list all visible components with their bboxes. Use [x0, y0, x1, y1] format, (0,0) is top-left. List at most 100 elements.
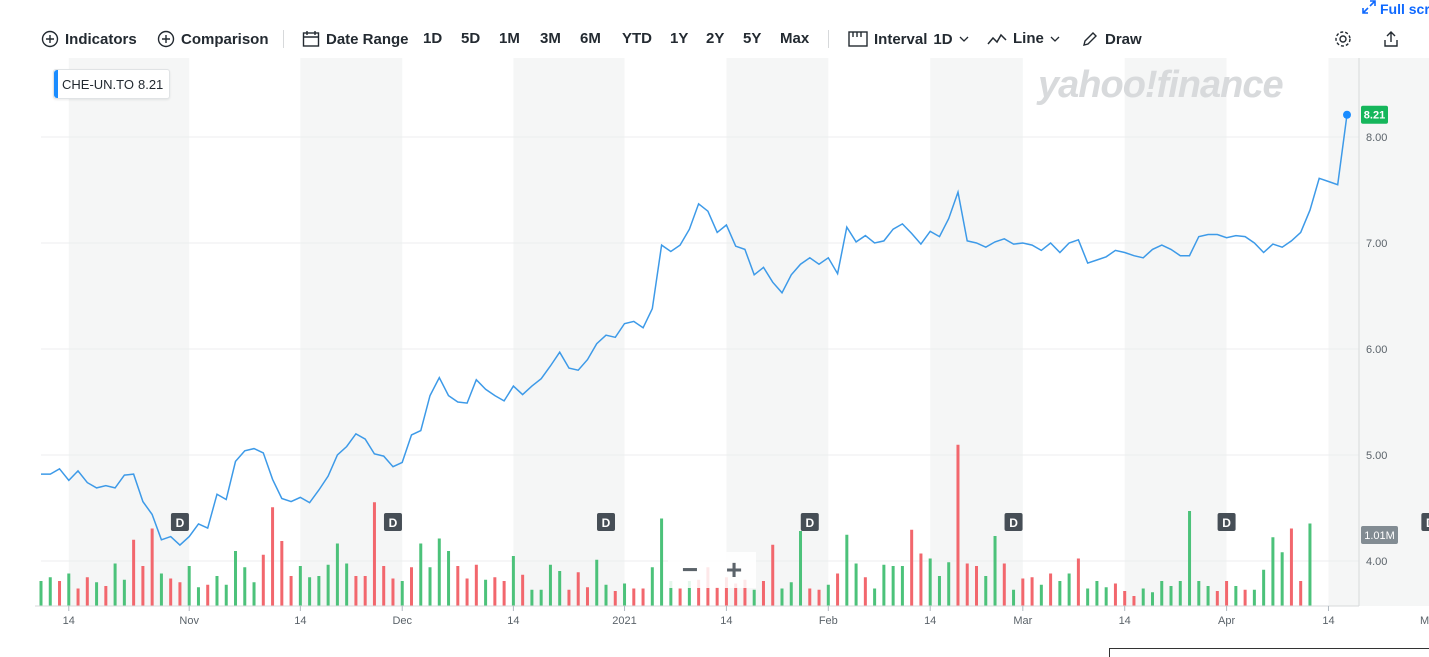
- volume-bar: [280, 541, 284, 606]
- zoom-in-button[interactable]: +: [725, 554, 743, 585]
- dividend-marker-label: D: [805, 516, 814, 530]
- zoom-out-button[interactable]: −: [681, 554, 699, 585]
- volume-bar: [1021, 578, 1025, 606]
- range-2y[interactable]: 2Y: [706, 30, 725, 47]
- volume-bar: [234, 551, 238, 606]
- volume-bar: [678, 588, 682, 606]
- range-1d[interactable]: 1D: [423, 30, 443, 47]
- x-tick-label: Nov: [179, 615, 199, 627]
- indicators-button[interactable]: Indicators: [41, 30, 137, 48]
- volume-bar: [1113, 583, 1117, 606]
- chart-type-button[interactable]: Line: [987, 30, 1060, 47]
- interval-button[interactable]: Interval 1D: [848, 30, 969, 48]
- range-6m[interactable]: 6M: [580, 30, 601, 47]
- volume-bar: [456, 566, 460, 606]
- volume-bar: [956, 444, 960, 606]
- volume-bar: [1280, 552, 1284, 606]
- volume-bar: [595, 559, 599, 606]
- volume-bar: [743, 579, 747, 606]
- volume-bar: [178, 582, 182, 606]
- range-5y[interactable]: 5Y: [743, 30, 762, 47]
- volume-bar: [937, 576, 941, 606]
- volume-bar: [1067, 573, 1071, 606]
- comparison-button[interactable]: Comparison: [157, 30, 269, 48]
- dividend-marker: [1004, 513, 1023, 531]
- volume-bar: [1234, 586, 1238, 606]
- volume-bar: [308, 577, 312, 606]
- volume-bar: [447, 551, 451, 606]
- gear-icon: [1334, 30, 1352, 48]
- volume-bar: [1123, 591, 1127, 606]
- volume-bar: [215, 576, 219, 606]
- range-1y[interactable]: 1Y: [670, 30, 689, 47]
- volume-bar: [409, 567, 413, 606]
- volume-bar: [1262, 569, 1266, 606]
- dividend-marker: [800, 513, 819, 531]
- volume-bar: [345, 563, 349, 606]
- range-5d[interactable]: 5D: [461, 30, 481, 47]
- volume-bar: [641, 588, 645, 606]
- volume-bar: [845, 534, 849, 606]
- range-max[interactable]: Max: [780, 30, 810, 47]
- x-tick-label: Apr: [1218, 615, 1235, 627]
- volume-bar: [400, 581, 404, 606]
- bar-interval-icon: [848, 30, 868, 48]
- volume-bar: [789, 582, 793, 606]
- settings-button[interactable]: [1334, 30, 1352, 48]
- dividend-marker-label: D: [1222, 516, 1231, 530]
- ad-container: [1109, 648, 1429, 657]
- quote-tag[interactable]: CHE-UN.TO 8.21: [53, 69, 171, 99]
- x-tick-label: 14: [63, 615, 75, 627]
- x-tick-label: Dec: [392, 615, 412, 627]
- volume-bar: [1141, 588, 1145, 606]
- volume-bar: [734, 583, 738, 606]
- volume-bar: [298, 566, 302, 606]
- volume-bar: [95, 582, 99, 606]
- volume-bar: [382, 566, 386, 606]
- volume-bar: [697, 579, 701, 606]
- volume-bar: [1150, 592, 1154, 606]
- fullscreen-button[interactable]: Full scr: [1362, 0, 1429, 17]
- y-tick-label: 7.00: [1366, 238, 1387, 250]
- draw-label: Draw: [1105, 30, 1142, 48]
- last-price-badge: [1361, 105, 1388, 124]
- volume-bar: [1002, 563, 1006, 606]
- share-icon: [1382, 30, 1400, 48]
- volume-bar: [650, 567, 654, 606]
- volume-bar: [1252, 589, 1256, 606]
- last-price-label: 8.21: [1364, 110, 1385, 122]
- y-tick-label: 4.00: [1366, 556, 1387, 568]
- volume-bar: [882, 564, 886, 606]
- volume-bar: [548, 564, 552, 606]
- volume-bar: [558, 571, 562, 606]
- volume-bar: [623, 583, 627, 606]
- volume-bar: [1095, 581, 1099, 606]
- range-1m[interactable]: 1M: [499, 30, 520, 47]
- volume-bar: [900, 566, 904, 606]
- volume-bar: [530, 589, 534, 606]
- draw-button[interactable]: Draw: [1081, 30, 1142, 48]
- volume-bar: [372, 502, 376, 606]
- x-tick-label: 14: [924, 615, 936, 627]
- volume-bar: [391, 578, 395, 606]
- volume-bar: [335, 543, 339, 606]
- x-tick-label: Mar: [1013, 615, 1032, 627]
- volume-bar: [104, 586, 108, 606]
- date-range-button[interactable]: Date Range: [302, 30, 409, 48]
- volume-bar: [150, 528, 154, 606]
- volume-bar: [85, 577, 89, 606]
- interval-label: Interval: [874, 30, 928, 48]
- share-button[interactable]: [1382, 30, 1400, 48]
- volume-bar: [687, 581, 691, 606]
- volume-bar: [1104, 587, 1108, 606]
- volume-bar: [1039, 584, 1043, 606]
- volume-bar: [576, 572, 580, 606]
- range-3m[interactable]: 3M: [540, 30, 561, 47]
- volume-bar: [67, 573, 71, 606]
- background-band: [1124, 58, 1227, 606]
- volume-bar: [984, 576, 988, 606]
- volume-label: 1.01M: [1364, 530, 1395, 542]
- volume-bar: [169, 578, 173, 606]
- range-ytd[interactable]: YTD: [622, 30, 652, 47]
